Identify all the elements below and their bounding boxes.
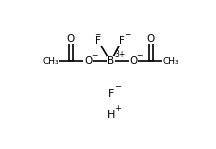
- Text: F: F: [108, 89, 114, 99]
- Text: O: O: [84, 56, 92, 66]
- Text: −: −: [114, 82, 121, 91]
- Text: F: F: [119, 36, 124, 46]
- Text: CH₃: CH₃: [42, 57, 59, 66]
- Text: −: −: [91, 51, 97, 60]
- Text: H: H: [106, 110, 115, 120]
- Text: O: O: [129, 56, 137, 66]
- Text: F: F: [95, 36, 101, 46]
- Text: 3+: 3+: [114, 50, 126, 59]
- Text: −: −: [136, 51, 143, 60]
- Text: +: +: [114, 104, 121, 113]
- Text: O: O: [66, 34, 75, 44]
- Text: B: B: [107, 56, 114, 66]
- Text: −: −: [125, 30, 131, 39]
- Text: O: O: [147, 34, 155, 44]
- Text: −: −: [94, 30, 100, 39]
- Text: CH₃: CH₃: [163, 57, 179, 66]
